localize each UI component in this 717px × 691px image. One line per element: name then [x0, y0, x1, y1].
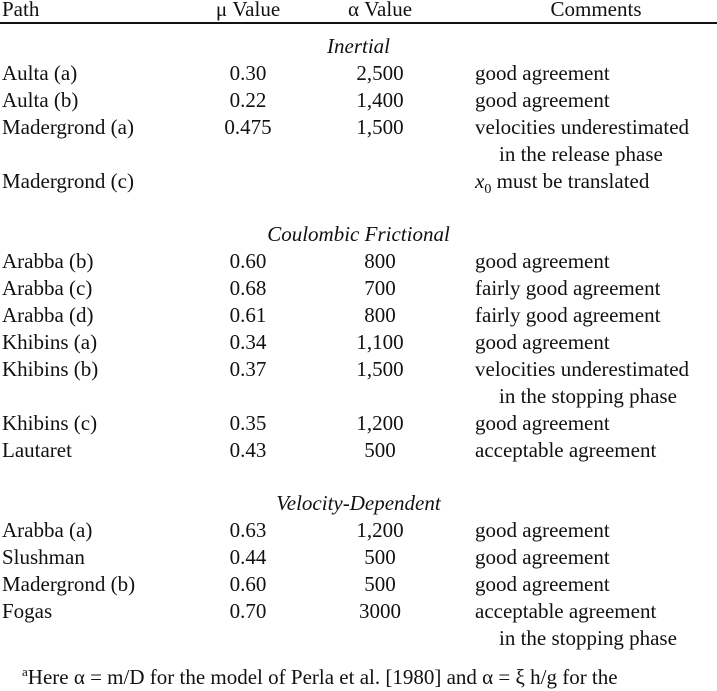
section-title: Inertial — [327, 34, 390, 58]
row-comment: velocities underestimated — [475, 115, 690, 139]
header-alpha: α Value — [347, 0, 413, 21]
row-comment: acceptable agreement — [475, 438, 657, 462]
row-path: Khibins (c) — [2, 411, 98, 435]
row-mu-value: 0.60 — [229, 249, 267, 273]
row-mu-value: 0.61 — [229, 303, 267, 327]
row-alpha-value: 1,400 — [356, 88, 404, 112]
row-path: Madergrond (a) — [2, 115, 134, 139]
row-path: Madergrond (b) — [2, 572, 136, 596]
header-comments: Comments — [550, 0, 642, 21]
row-path: Madergrond (c) — [2, 169, 134, 193]
row-path: Aulta (a) — [2, 61, 78, 85]
row-comment: acceptable agreement — [475, 599, 657, 623]
row-comment-text: must be translated — [496, 169, 650, 193]
row-alpha-value: 1,200 — [356, 411, 404, 435]
row-mu-value: 0.37 — [229, 357, 267, 381]
row-path: Arabba (d) — [2, 303, 94, 327]
row-alpha-value: 3000 — [359, 599, 401, 623]
header-mu: μ Value — [215, 0, 281, 21]
row-mu-value: 0.22 — [229, 88, 267, 112]
row-mu-value: 0.68 — [229, 276, 267, 300]
header-path: Path — [2, 0, 40, 21]
row-mu-value: 0.44 — [229, 545, 267, 569]
footnote-marker: a — [22, 664, 28, 679]
table-header: Path μ Value α Value Comments — [0, 0, 717, 22]
row-mu-value: 0.43 — [229, 438, 267, 462]
row-alpha-value: 700 — [364, 276, 396, 300]
row-alpha-value: 500 — [364, 438, 396, 462]
row-comment: good agreement — [475, 572, 610, 596]
row-mu-value: 0.475 — [224, 115, 272, 139]
row-mu-value: 0.35 — [229, 411, 267, 435]
row-alpha-value: 500 — [364, 572, 396, 596]
row-mu-value: 0.60 — [229, 572, 267, 596]
row-comment: fairly good agreement — [475, 276, 661, 300]
header-rule — [0, 22, 717, 24]
row-path: Arabba (b) — [2, 249, 94, 273]
row-mu-value: 0.63 — [229, 518, 267, 542]
row-path: Arabba (a) — [2, 518, 93, 542]
row-alpha-value: 800 — [364, 303, 396, 327]
row-comment-continued: in the release phase — [499, 142, 663, 166]
row-alpha-value: 1,100 — [356, 330, 404, 354]
row-path: Khibins (b) — [2, 357, 99, 381]
row-alpha-value: 1,500 — [356, 357, 404, 381]
row-path: Arabba (c) — [2, 276, 93, 300]
row-alpha-value: 500 — [364, 545, 396, 569]
row-comment: velocities underestimated — [475, 357, 690, 381]
section-title: Coulombic Frictional — [267, 222, 450, 246]
row-comment: good agreement — [475, 330, 610, 354]
footnote-text: Here α = m/D for the model of Perla et a… — [27, 665, 618, 689]
row-comment: good agreement — [475, 61, 610, 85]
row-alpha-value: 800 — [364, 249, 396, 273]
row-alpha-value: 2,500 — [356, 61, 404, 85]
row-mu-value: 0.70 — [229, 599, 267, 623]
row-comment: good agreement — [475, 411, 610, 435]
row-comment: good agreement — [475, 88, 610, 112]
row-alpha-value: 1,500 — [356, 115, 404, 139]
row-path: Aulta (b) — [2, 88, 79, 112]
row-comment-continued: in the stopping phase — [499, 626, 677, 650]
row-path: Slushman — [2, 545, 85, 569]
row-path: Khibins (a) — [2, 330, 98, 354]
row-alpha-value: 1,200 — [356, 518, 404, 542]
section-title: Velocity-Dependent — [276, 491, 441, 515]
row-comment: fairly good agreement — [475, 303, 661, 327]
row-comment: good agreement — [475, 518, 610, 542]
row-comment: good agreement — [475, 249, 610, 273]
row-mu-value: 0.34 — [229, 330, 267, 354]
x0-symbol: x0 — [475, 169, 492, 198]
row-path: Fogas — [2, 599, 53, 623]
row-comment-continued: in the stopping phase — [499, 384, 677, 408]
row-mu-value: 0.30 — [229, 61, 267, 85]
row-comment: good agreement — [475, 545, 610, 569]
row-comment: x0 must be translated — [475, 168, 649, 203]
row-path: Lautaret — [2, 438, 72, 462]
